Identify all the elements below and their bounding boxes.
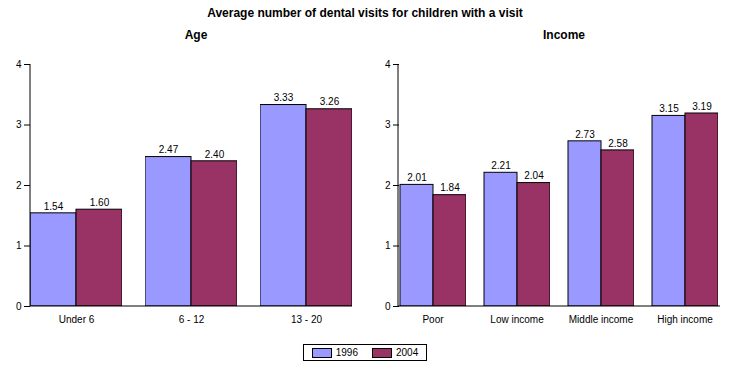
svg-text:Under 6: Under 6 (59, 314, 95, 325)
svg-text:Middle income: Middle income (569, 314, 634, 325)
svg-text:1: 1 (16, 240, 22, 251)
svg-text:3.15: 3.15 (659, 103, 679, 114)
svg-text:Poor: Poor (422, 314, 444, 325)
svg-text:3: 3 (16, 119, 22, 130)
svg-text:0: 0 (385, 301, 391, 312)
svg-text:4: 4 (385, 59, 391, 70)
svg-text:0: 0 (16, 301, 22, 312)
html-text:Income: Income (543, 28, 585, 42)
svg-text:3: 3 (385, 119, 391, 130)
svg-text:2: 2 (385, 180, 391, 191)
svg-text:6 - 12: 6 - 12 (179, 314, 205, 325)
svg-text:1.54: 1.54 (44, 201, 64, 212)
svg-text:2.58: 2.58 (608, 138, 628, 149)
svg-text:Low income: Low income (490, 314, 544, 325)
svg-text:3.26: 3.26 (320, 96, 340, 107)
svg-text:2: 2 (16, 180, 22, 191)
html-text:Average number of dental visit: Average number of dental visits for chil… (207, 6, 523, 20)
svg-text:3.33: 3.33 (274, 92, 294, 103)
svg-text:2.40: 2.40 (205, 149, 225, 160)
svg-text:13 - 20: 13 - 20 (291, 314, 323, 325)
html-text:Age: Age (184, 28, 208, 42)
svg-text:4: 4 (16, 59, 22, 70)
svg-text:2.01: 2.01 (407, 172, 427, 183)
svg-text:2.21: 2.21 (491, 160, 511, 171)
svg-text:2.47: 2.47 (159, 144, 179, 155)
svg-text:High income: High income (657, 314, 713, 325)
html-text:2004: 2004 (396, 347, 419, 358)
svg-text:3.19: 3.19 (692, 101, 712, 112)
svg-text:1.60: 1.60 (90, 197, 110, 208)
svg-text:1: 1 (385, 240, 391, 251)
svg-text:2.04: 2.04 (524, 170, 544, 181)
svg-text:1.84: 1.84 (440, 182, 460, 193)
html-text:1996: 1996 (335, 347, 358, 358)
svg-text:2.73: 2.73 (575, 129, 595, 140)
